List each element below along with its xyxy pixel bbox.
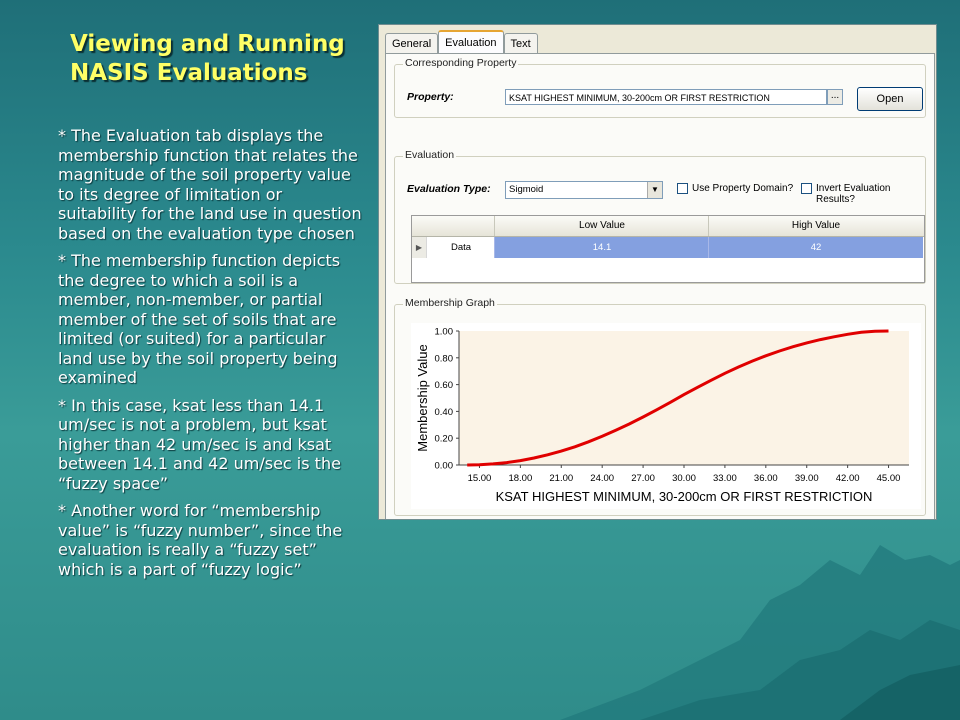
y-tick-label: 0.00 xyxy=(435,461,454,472)
row-selector-icon[interactable]: ▶ xyxy=(412,237,426,258)
x-tick-label: 42.00 xyxy=(836,473,860,484)
bullet-item: * The membership function depicts the de… xyxy=(58,251,341,387)
corresponding-property-group: Corresponding Property Property: KSAT HI… xyxy=(394,57,926,118)
x-tick-label: 18.00 xyxy=(508,473,532,484)
low-value-cell[interactable]: 14.1 xyxy=(494,237,709,258)
grid-header: Low Value High Value xyxy=(412,216,924,237)
y-tick-label: 0.40 xyxy=(435,407,454,418)
dropdown-arrow-icon[interactable]: ▼ xyxy=(647,182,662,198)
use-property-domain-label: Use Property Domain? xyxy=(692,183,794,194)
property-label: Property: xyxy=(407,91,454,103)
chart-axes xyxy=(456,330,909,468)
slide-title-line-1: Viewing and Running xyxy=(70,31,345,57)
x-axis-label: KSAT HIGHEST MINIMUM, 30-200cm OR FIRST … xyxy=(496,489,873,504)
y-tick-label: 0.60 xyxy=(435,380,454,391)
table-row[interactable]: ▶ Data 14.1 42 xyxy=(412,237,924,258)
evaluation-group: Evaluation Evaluation Type: Sigmoid ▼ Us… xyxy=(394,149,926,284)
evaluation-grid: Low Value High Value ▶ Data 14.1 42 xyxy=(411,215,925,283)
use-property-domain-checkbox[interactable] xyxy=(677,183,688,194)
evaluation-type-select[interactable]: Sigmoid ▼ xyxy=(505,181,663,199)
y-axis-label: Membership Value xyxy=(415,344,430,451)
grid-column-header[interactable]: Low Value xyxy=(494,216,709,236)
evaluation-dialog: General Evaluation Text Corresponding Pr… xyxy=(378,24,937,520)
bullet-item: * Another word for “membership value” is… xyxy=(58,501,343,579)
evaluation-panel: Corresponding Property Property: KSAT HI… xyxy=(385,53,935,519)
x-tick-labels: 15.00 18.00 21.00 24.00 27.00 30.00 33.00 36.00… xyxy=(468,473,901,484)
tab-evaluation[interactable]: Evaluation xyxy=(438,30,504,56)
grid-column-header[interactable]: High Value xyxy=(708,216,923,236)
plot-area xyxy=(459,331,909,465)
browse-property-button[interactable]: ... xyxy=(827,89,843,105)
membership-curve xyxy=(467,329,889,467)
x-tick-label: 24.00 xyxy=(590,473,614,484)
slide-title-line-2: NASIS Evaluations xyxy=(70,60,308,86)
x-tick-label: 30.00 xyxy=(672,473,696,484)
membership-graph-group: Membership Graph 0.00 0.20 0.40 0.60 0.80 1.0… xyxy=(394,297,926,516)
high-value-cell[interactable]: 42 xyxy=(708,237,923,258)
tab-text[interactable]: Text xyxy=(503,33,538,54)
x-tick-label: 21.00 xyxy=(549,473,573,484)
evaluation-type-label: Evaluation Type: xyxy=(407,183,491,195)
membership-chart: 0.00 0.20 0.40 0.60 0.80 1.00 15.00 18.00 21.00… xyxy=(415,327,909,504)
bullet-item: * In this case, ksat less than 14.1 um/s… xyxy=(58,395,341,493)
corresponding-property-label: Corresponding Property xyxy=(403,57,519,69)
x-tick-label: 39.00 xyxy=(795,473,819,484)
bullet-item: * The Evaluation tab displays the member… xyxy=(58,126,362,243)
y-tick-label: 1.00 xyxy=(435,327,454,338)
membership-graph-label: Membership Graph xyxy=(403,297,497,309)
bullet-list: * The Evaluation tab displays the member… xyxy=(58,126,363,587)
evaluation-group-label: Evaluation xyxy=(403,149,457,161)
invert-results-checkbox[interactable] xyxy=(801,183,812,194)
property-field[interactable]: KSAT HIGHEST MINIMUM, 30-200cm OR FIRST … xyxy=(505,89,827,105)
y-tick-label: 0.80 xyxy=(435,353,454,364)
open-button[interactable]: Open xyxy=(857,87,923,111)
x-tick-label: 45.00 xyxy=(877,473,901,484)
x-tick-label: 33.00 xyxy=(713,473,737,484)
membership-graph: 0.00 0.20 0.40 0.60 0.80 1.00 15.00 18.00 21.00… xyxy=(411,323,921,509)
x-tick-label: 15.00 xyxy=(468,473,492,484)
y-tick-labels: 0.00 0.20 0.40 0.60 0.80 1.00 xyxy=(435,327,454,472)
x-tick-label: 27.00 xyxy=(631,473,655,484)
x-tick-label: 36.00 xyxy=(754,473,778,484)
row-name-cell: Data xyxy=(426,237,495,258)
slide-title: Viewing and Running NASIS Evaluations xyxy=(70,30,370,88)
tab-strip: General Evaluation Text xyxy=(385,30,538,56)
y-tick-label: 0.20 xyxy=(435,434,454,445)
tab-general[interactable]: General xyxy=(385,33,439,54)
evaluation-type-value: Sigmoid xyxy=(509,184,544,195)
invert-results-label: Invert Evaluation Results? xyxy=(816,183,891,205)
